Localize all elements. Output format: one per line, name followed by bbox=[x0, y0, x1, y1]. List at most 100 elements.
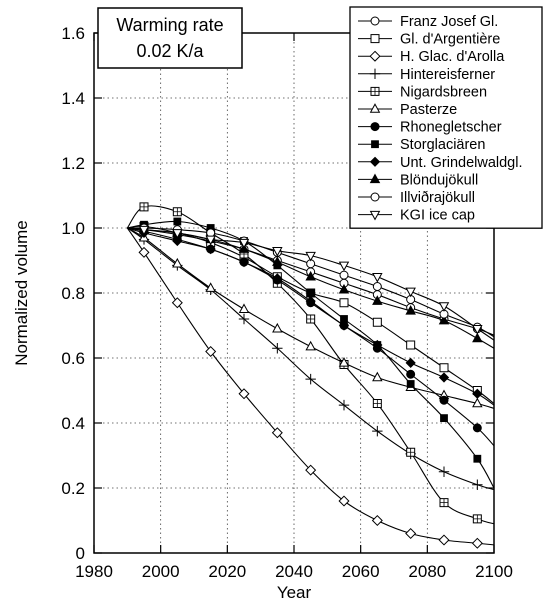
x-tick-label: 2060 bbox=[342, 562, 380, 581]
data-point-marker bbox=[238, 313, 250, 325]
data-point-marker bbox=[338, 399, 350, 411]
data-point-marker bbox=[371, 140, 379, 149]
data-point-marker bbox=[372, 317, 382, 327]
legend-frame bbox=[349, 6, 543, 229]
y-tick-label: 0.8 bbox=[61, 284, 85, 303]
legend-label: Franz Josef Gl. bbox=[400, 14, 498, 30]
data-point-marker bbox=[306, 289, 315, 297]
legend-item: Blöndujökull bbox=[358, 172, 478, 188]
data-point-marker bbox=[338, 283, 350, 294]
data-point-marker bbox=[406, 369, 416, 379]
data-point-marker bbox=[372, 339, 383, 351]
data-point-marker bbox=[371, 514, 383, 527]
legend-item: Storglaciären bbox=[358, 137, 485, 153]
data-point-marker bbox=[339, 270, 349, 280]
data-point-marker bbox=[439, 395, 449, 405]
data-point-marker bbox=[372, 399, 382, 408]
data-point-marker bbox=[406, 447, 416, 457]
series-lines bbox=[126, 202, 495, 549]
y-tick-label: 0.2 bbox=[61, 479, 85, 498]
data-point-marker bbox=[406, 380, 415, 388]
legend-item: Unt. Grindelwaldgl. bbox=[358, 155, 523, 171]
y-tick-label: 1.6 bbox=[61, 24, 85, 43]
x-tick-label: 1980 bbox=[75, 562, 113, 581]
y-tick-label: 0.4 bbox=[61, 414, 85, 433]
annotation-line-2: 0.02 K/a bbox=[136, 41, 204, 61]
data-point-marker bbox=[305, 340, 316, 351]
data-point-marker bbox=[471, 537, 483, 549]
legend-label: Pasterze bbox=[400, 102, 457, 118]
data-point-marker bbox=[406, 340, 416, 350]
annotation-line-1: Warming rate bbox=[116, 15, 223, 35]
data-point-marker bbox=[372, 295, 383, 305]
legend-item: Franz Josef Gl. bbox=[358, 14, 498, 30]
legend-label: Nigardsbreen bbox=[400, 84, 487, 100]
data-point-marker bbox=[205, 244, 216, 255]
data-point-marker bbox=[138, 246, 150, 258]
x-tick-label: 2000 bbox=[142, 562, 180, 581]
legend-label: H. Glac. d'Arolla bbox=[400, 49, 505, 65]
series-blo-ndujo-kull bbox=[127, 223, 495, 349]
data-point-marker bbox=[272, 343, 283, 354]
legend-item: H. Glac. d'Arolla bbox=[358, 49, 505, 65]
data-point-marker bbox=[369, 50, 381, 62]
data-point-marker bbox=[370, 16, 380, 26]
annotation-box: Warming rate 0.02 K/a bbox=[97, 7, 243, 69]
series-pasterze bbox=[127, 227, 495, 409]
data-point-marker bbox=[372, 273, 383, 283]
data-point-marker bbox=[372, 282, 382, 291]
data-point-marker bbox=[272, 273, 283, 284]
data-point-marker bbox=[305, 270, 316, 281]
data-point-marker bbox=[472, 397, 483, 408]
data-point-marker bbox=[405, 305, 416, 315]
data-point-marker bbox=[369, 68, 381, 79]
legend-item: Rhonegletscher bbox=[358, 120, 502, 136]
data-point-marker bbox=[305, 373, 316, 385]
data-point-marker bbox=[339, 298, 349, 308]
data-point-marker bbox=[205, 235, 216, 246]
x-tick-label: 2080 bbox=[408, 562, 446, 581]
data-point-marker bbox=[472, 423, 482, 433]
data-point-marker bbox=[439, 363, 449, 373]
legend-label: Blöndujökull bbox=[400, 172, 478, 188]
data-point-marker bbox=[405, 357, 416, 368]
data-point-marker bbox=[338, 495, 350, 507]
legend-label: Rhonegletscher bbox=[400, 120, 502, 136]
data-point-marker bbox=[173, 217, 182, 226]
data-point-marker bbox=[405, 527, 417, 540]
data-point-marker bbox=[473, 454, 482, 463]
legend-item: Nigardsbreen bbox=[358, 84, 487, 100]
y-tick-label: 0 bbox=[76, 544, 85, 563]
series-line bbox=[127, 227, 495, 349]
axis-ticks: 1980 2000 2020 2040 2060 2080 2100 0 0.2 0.4 0.6 0.… bbox=[61, 24, 513, 581]
data-point-marker bbox=[238, 388, 250, 400]
data-point-marker bbox=[172, 229, 183, 239]
x-tick-label: 2020 bbox=[208, 562, 246, 581]
series-kgi-ice-cap bbox=[127, 225, 495, 341]
data-point-marker bbox=[172, 257, 183, 268]
data-point-marker bbox=[438, 466, 450, 477]
data-point-marker bbox=[205, 282, 216, 292]
legend-item: KGI ice cap bbox=[358, 208, 475, 224]
legend-item: Illviðrajökull bbox=[358, 190, 475, 206]
x-tick-label: 2040 bbox=[275, 562, 313, 581]
x-tick-label: 2100 bbox=[475, 562, 513, 581]
data-point-marker bbox=[305, 464, 317, 476]
legend-label: Storglaciären bbox=[400, 137, 485, 153]
data-point-marker bbox=[439, 498, 449, 508]
data-point-marker bbox=[139, 202, 149, 212]
data-point-marker bbox=[172, 207, 182, 217]
y-tick-label: 1.4 bbox=[61, 89, 85, 108]
data-point-marker bbox=[238, 238, 250, 249]
data-point-marker bbox=[338, 357, 350, 367]
data-point-marker bbox=[370, 192, 380, 202]
data-point-marker bbox=[172, 235, 183, 247]
data-point-marker bbox=[138, 225, 150, 236]
data-point-marker bbox=[305, 296, 316, 307]
data-point-marker bbox=[438, 314, 450, 325]
data-point-marker bbox=[306, 314, 316, 324]
data-point-marker bbox=[305, 251, 316, 262]
series-h-glac-d-arolla bbox=[126, 227, 495, 549]
data-point-marker bbox=[205, 345, 217, 358]
y-tick-label: 1.2 bbox=[61, 154, 85, 173]
